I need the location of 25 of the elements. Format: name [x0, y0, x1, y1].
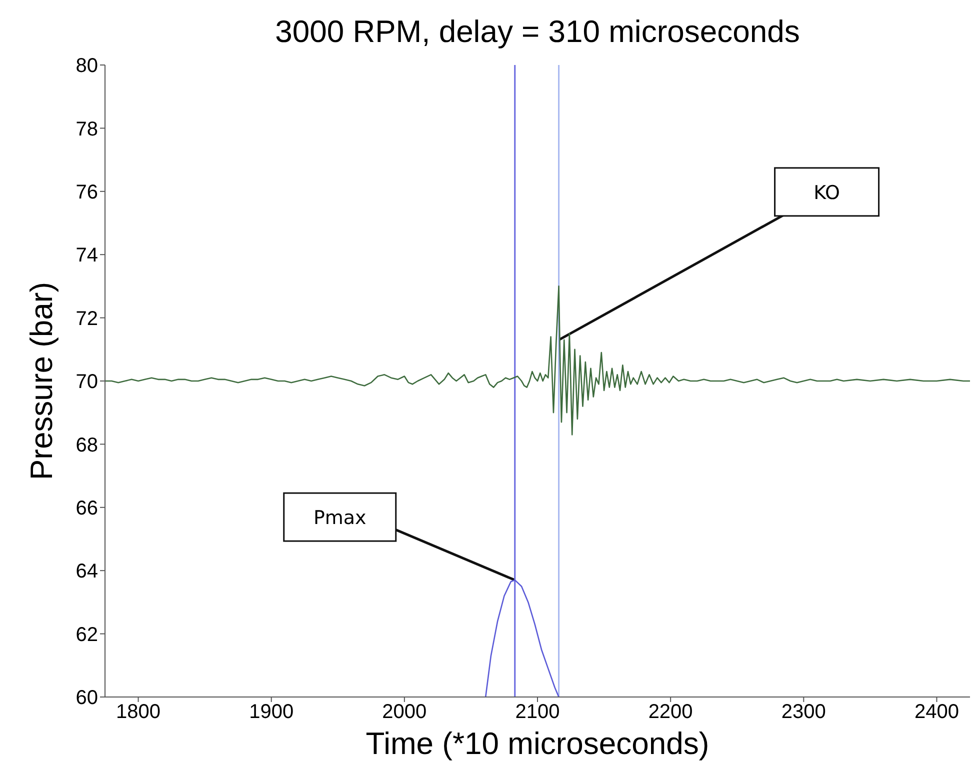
- x-tick-label: 2200: [648, 701, 693, 724]
- x-tick-label: 2400: [914, 701, 959, 724]
- x-tick-label: 2100: [515, 701, 560, 724]
- y-tick-label: 76: [76, 182, 98, 204]
- y-tick-label: 62: [76, 624, 98, 646]
- y-tick-label: 80: [76, 55, 98, 78]
- chart-title: 3000 RPM, delay = 310 microseconds: [274, 14, 801, 50]
- x-tick-label: 2000: [382, 701, 427, 724]
- x-tick-label: 2300: [781, 701, 826, 724]
- y-tick-label: 66: [76, 498, 98, 520]
- y-axis-title: Pressure (bar): [24, 282, 60, 480]
- y-tick-label: 72: [76, 308, 98, 330]
- line-series: [105, 286, 970, 436]
- line-series: [484, 579, 560, 697]
- y-tick-label: 68: [76, 434, 98, 456]
- x-axis-title: Time (*10 microseconds): [364, 726, 710, 762]
- annotation: Pmax: [313, 507, 366, 530]
- x-tick-label: 1900: [249, 701, 294, 724]
- y-tick-label: 64: [76, 560, 98, 583]
- y-tick-label: 74: [76, 244, 98, 267]
- x-tick-label: 1800: [116, 701, 161, 724]
- y-tick-label: 60: [76, 687, 98, 710]
- y-tick-label: 70: [76, 371, 98, 394]
- annotation: KO: [814, 182, 840, 204]
- y-tick-label: 78: [76, 118, 98, 140]
